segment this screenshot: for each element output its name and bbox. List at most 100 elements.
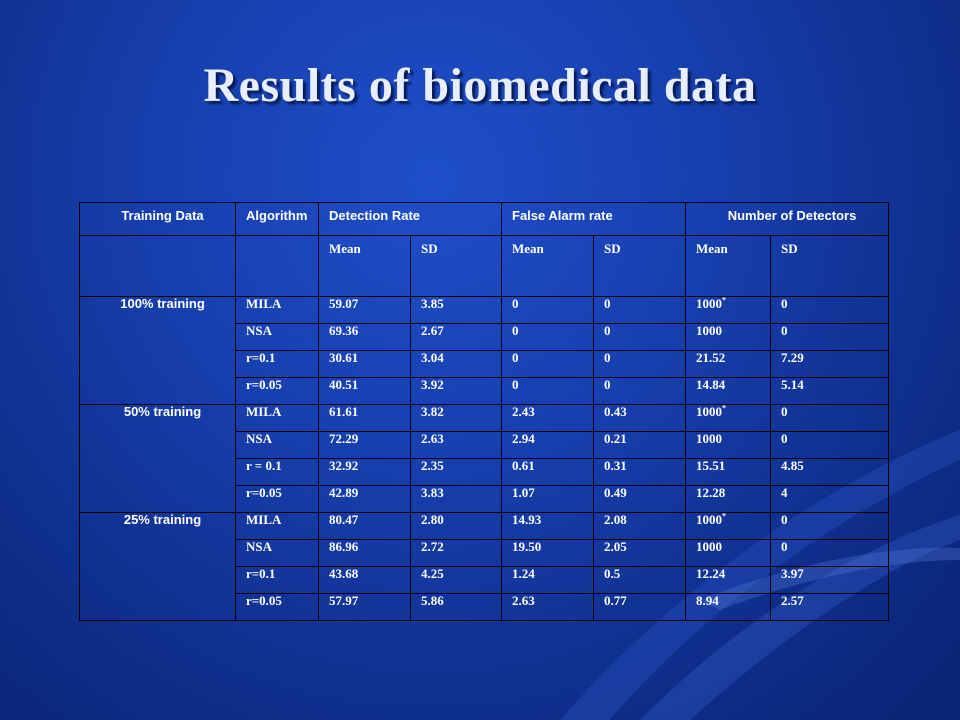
nd-sd-cell: 0: [769, 404, 890, 432]
fa-mean-cell: 1.24: [501, 566, 594, 594]
header-row: Training Data Algorithm Detection Rate F…: [79, 202, 890, 236]
algorithm-cell: r=0.05: [235, 593, 319, 621]
dr-mean-cell: 72.29: [318, 431, 411, 459]
dr-mean-cell: 57.97: [318, 593, 411, 621]
training-group-label: 100% training: [79, 296, 236, 405]
dr-mean-cell: 61.61: [318, 404, 411, 432]
fa-sd-cell: 0.21: [593, 431, 686, 459]
fa-mean-cell: 0: [501, 350, 594, 378]
training-group-label: 50% training: [79, 404, 236, 513]
nd-mean-value: 15.51: [696, 458, 726, 473]
algorithm-cell: MILA: [235, 296, 319, 324]
nd-mean-value: 1000: [696, 539, 722, 554]
fa-sd-cell: 2.08: [593, 512, 686, 540]
algorithm-cell: r=0.05: [235, 377, 319, 405]
dr-mean-cell: 32.92: [318, 458, 411, 486]
fa-sd-cell: 0: [593, 377, 686, 405]
dr-sd-cell: 3.85: [410, 296, 502, 324]
footnote-mark: *: [722, 403, 726, 413]
algorithm-cell: NSA: [235, 323, 319, 351]
subheader-nd-mean: Mean: [685, 235, 771, 297]
dr-sd-cell: 3.82: [410, 404, 502, 432]
dr-mean-cell: 30.61: [318, 350, 411, 378]
dr-mean-cell: 59.07: [318, 296, 411, 324]
header-false-alarm-rate: False Alarm rate: [501, 202, 686, 236]
header-algorithm: Algorithm: [235, 202, 319, 236]
fa-mean-cell: 0: [501, 296, 594, 324]
fa-sd-cell: 0: [593, 350, 686, 378]
nd-mean-cell: 15.51: [685, 458, 771, 486]
nd-mean-value: 1000: [696, 296, 722, 311]
table-row: 50% training MILA 61.61 3.82 2.43 0.43 1000* 0: [79, 403, 890, 513]
nd-sd-cell: 2.57: [769, 593, 890, 621]
training-group-label: 25% training: [79, 512, 236, 621]
table-row: r=0.05 57.97 5.86 2.63 0.77 8.94 2.57: [80, 593, 890, 621]
nd-sd-cell: 4.85: [769, 458, 890, 486]
header-number-of-detectors: Number of Detectors: [684, 202, 890, 236]
footnote-mark: *: [722, 295, 726, 305]
subheader-dr-sd: SD: [410, 235, 502, 297]
algorithm-cell: NSA: [235, 431, 319, 459]
header-training-data: Training Data: [79, 202, 236, 236]
fa-mean-cell: 2.63: [501, 593, 594, 621]
nd-mean-cell: 1000*: [685, 295, 771, 324]
nd-mean-cell: 12.28: [685, 485, 771, 513]
fa-mean-cell: 19.50: [501, 539, 594, 567]
table-row: NSA 69.36 2.67 0 0 1000 0: [80, 323, 890, 351]
subheader-empty-training: [79, 235, 236, 297]
algorithm-cell: r=0.1: [235, 350, 319, 378]
nd-sd-cell: 3.97: [769, 566, 890, 594]
dr-mean-cell: 86.96: [318, 539, 411, 567]
table-row: r=0.1 43.68 4.25 1.24 0.5 12.24 3.97: [80, 566, 890, 594]
dr-mean-cell: 42.89: [318, 485, 411, 513]
subheader-row: Mean SD Mean SD Mean SD: [79, 235, 890, 297]
dr-sd-cell: 3.04: [410, 350, 502, 378]
fa-sd-cell: 0: [593, 296, 686, 324]
nd-sd-cell: 0: [769, 512, 890, 540]
table-row: r = 0.1 32.92 2.35 0.61 0.31 15.51 4.85: [80, 458, 890, 486]
subheader-empty-algorithm: [235, 235, 319, 297]
header-detection-rate: Detection Rate: [318, 202, 502, 236]
dr-mean-cell: 80.47: [318, 512, 411, 540]
fa-mean-cell: 0: [501, 323, 594, 351]
nd-mean-cell: 8.94: [685, 593, 771, 621]
table-row: NSA 86.96 2.72 19.50 2.05 1000 0: [80, 539, 890, 567]
nd-mean-value: 8.94: [696, 593, 719, 608]
fa-mean-cell: 1.07: [501, 485, 594, 513]
nd-sd-cell: 4: [769, 485, 890, 513]
nd-mean-cell: 21.52: [685, 350, 771, 378]
nd-mean-value: 1000: [696, 431, 722, 446]
dr-mean-cell: 40.51: [318, 377, 411, 405]
algorithm-cell: MILA: [235, 512, 319, 540]
footnote-mark: *: [722, 511, 726, 521]
dr-sd-cell: 2.63: [410, 431, 502, 459]
fa-sd-cell: 0.77: [593, 593, 686, 621]
dr-sd-cell: 2.72: [410, 539, 502, 567]
nd-sd-cell: 0: [769, 431, 890, 459]
dr-sd-cell: 3.83: [410, 485, 502, 513]
nd-mean-cell: 1000: [685, 539, 771, 567]
nd-mean-value: 1000: [696, 512, 722, 527]
nd-mean-cell: 12.24: [685, 566, 771, 594]
algorithm-cell: MILA: [235, 404, 319, 432]
subheader-fa-sd: SD: [593, 235, 686, 297]
dr-sd-cell: 2.35: [410, 458, 502, 486]
nd-mean-value: 1000: [696, 404, 722, 419]
nd-sd-cell: 0: [769, 539, 890, 567]
fa-mean-cell: 14.93: [501, 512, 594, 540]
dr-mean-cell: 43.68: [318, 566, 411, 594]
nd-mean-value: 14.84: [696, 377, 726, 392]
dr-sd-cell: 5.86: [410, 593, 502, 621]
dr-mean-cell: 69.36: [318, 323, 411, 351]
nd-mean-cell: 14.84: [685, 377, 771, 405]
nd-sd-cell: 0: [769, 323, 890, 351]
subheader-dr-mean: Mean: [318, 235, 411, 297]
nd-mean-value: 12.24: [696, 566, 726, 581]
nd-sd-cell: 7.29: [769, 350, 890, 378]
algorithm-cell: r=0.05: [235, 485, 319, 513]
subheader-nd-sd: SD: [769, 235, 890, 297]
results-table: Training Data Algorithm Detection Rate F…: [79, 202, 890, 621]
nd-mean-value: 1000: [696, 323, 722, 338]
algorithm-cell: NSA: [235, 539, 319, 567]
nd-mean-cell: 1000: [685, 431, 771, 459]
